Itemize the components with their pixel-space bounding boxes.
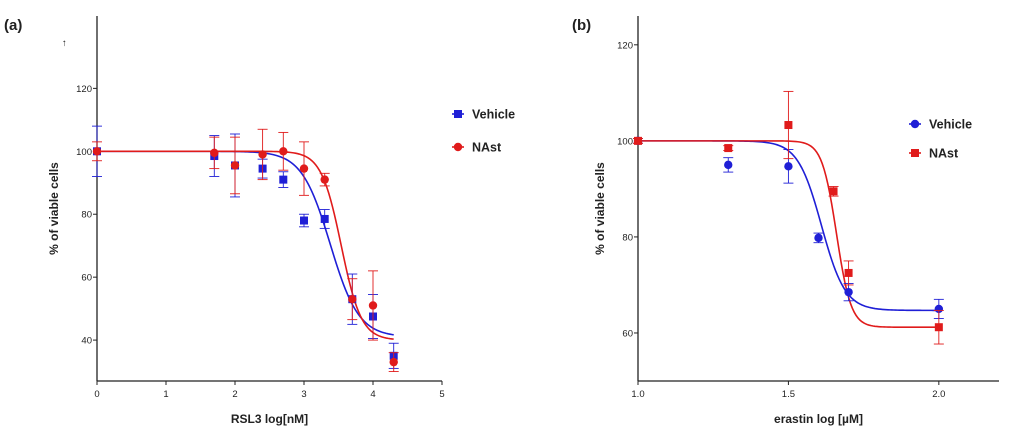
marker-circle — [348, 294, 357, 304]
marker-circle — [784, 162, 793, 171]
marker-square — [634, 136, 642, 145]
panel-b-data-points — [633, 90, 944, 345]
x-tick-label: 2.0 — [932, 389, 945, 400]
y-tick-label: 80 — [81, 210, 92, 221]
panel-a-label: (a) — [4, 17, 22, 34]
data-point-vehicle — [813, 232, 824, 244]
data-point-nast — [347, 278, 358, 321]
x-tick-label: 3 — [301, 389, 306, 400]
legend-label-vehicle: Vehicle — [472, 108, 515, 122]
marker-square — [724, 144, 733, 153]
data-point-vehicle — [278, 171, 289, 188]
legend-marker-square — [911, 149, 919, 157]
marker-circle — [320, 175, 329, 184]
data-point-vehicle — [319, 209, 330, 229]
data-point-nast — [92, 141, 102, 162]
legend-marker-circle — [910, 119, 920, 129]
marker-circle — [368, 301, 378, 310]
data-point-nast — [843, 260, 854, 286]
panel-a-fit-curves — [97, 150, 394, 340]
marker-square — [844, 268, 853, 277]
marker-circle — [844, 287, 853, 297]
panel-a-x-axis-label: RSL3 log[nM] — [231, 412, 308, 426]
data-point-nast — [933, 309, 944, 345]
data-point-nast — [319, 172, 330, 187]
marker-circle — [724, 160, 733, 170]
data-point-nast — [633, 136, 643, 145]
legend-label-nast: NAst — [929, 147, 959, 161]
marker-circle — [299, 164, 309, 173]
y-tick-label: 60 — [81, 273, 92, 284]
data-point-vehicle — [723, 157, 734, 173]
legend-item-nast: NAst — [909, 147, 959, 161]
marker-square — [300, 216, 308, 225]
marker-square — [320, 214, 329, 223]
data-point-nast — [278, 131, 289, 171]
marker-circle — [230, 161, 240, 170]
panel-b-x-axis-label: erastin log [µM] — [774, 412, 863, 426]
panel-b-legend: Vehicle NAst — [909, 118, 972, 161]
data-point-nast — [257, 128, 268, 181]
panel-a-legend: Vehicle NAst — [452, 108, 515, 155]
data-point-nast — [783, 90, 794, 160]
legend-item-vehicle: Vehicle — [909, 118, 972, 132]
x-tick-label: 5 — [439, 389, 444, 400]
panel-a-data-points — [92, 125, 399, 373]
legend-label-nast: NAst — [472, 141, 502, 155]
marker-circle — [389, 357, 398, 367]
marker-square — [934, 323, 943, 332]
x-tick-label: 1.5 — [782, 389, 795, 400]
y-tick-label: 40 — [81, 336, 92, 347]
legend-item-vehicle: Vehicle — [452, 108, 515, 122]
marker-circle — [92, 147, 102, 156]
panel-b-chart: (b) 60 80 100 120 1.0 1.5 2.0 erastin log [µM]… — [572, 16, 999, 426]
y-tick-label: 80 — [622, 232, 633, 243]
x-tick-label: 1.0 — [631, 389, 644, 400]
legend-label-vehicle: Vehicle — [929, 118, 972, 132]
stray-mark: ↑ — [62, 38, 67, 49]
y-tick-label: 120 — [76, 84, 92, 95]
y-tick-label: 120 — [617, 40, 633, 51]
marker-square — [279, 175, 288, 184]
data-point-nast — [299, 141, 309, 196]
y-tick-label: 100 — [76, 147, 92, 158]
marker-circle — [210, 148, 219, 158]
data-point-nast — [828, 186, 839, 197]
legend-marker-circle — [453, 142, 463, 152]
legend-marker-square — [454, 110, 462, 118]
legend-item-nast: NAst — [452, 141, 502, 155]
data-point-nast — [209, 136, 220, 170]
data-point-nast — [368, 270, 378, 341]
marker-circle — [258, 150, 267, 159]
marker-square — [784, 121, 793, 130]
fit-curve-vehicle — [97, 150, 394, 336]
panel-b-label: (b) — [572, 17, 591, 34]
data-point-nast — [230, 136, 240, 195]
data-point-nast — [388, 352, 399, 373]
marker-square — [829, 187, 838, 196]
marker-circle — [934, 304, 944, 314]
data-point-nast — [723, 144, 734, 153]
x-tick-label: 4 — [370, 389, 375, 400]
y-tick-label: 100 — [617, 136, 633, 147]
x-tick-label: 2 — [232, 389, 237, 400]
panel-b-y-axis-label: % of viable cells — [593, 162, 607, 255]
panel-a-y-axis-label: % of viable cells — [47, 162, 61, 255]
panel-b-axes: 60 80 100 120 1.0 1.5 2.0 — [617, 16, 999, 400]
data-point-vehicle — [299, 213, 309, 228]
x-tick-label: 1 — [163, 389, 168, 400]
panel-a-chart: (a) ↑ 40 60 80 100 120 0 1 2 3 4 5 RSL3 log[nM] % … — [4, 16, 515, 426]
marker-circle — [279, 147, 288, 156]
marker-circle — [814, 233, 823, 243]
x-tick-label: 0 — [94, 389, 99, 400]
fit-curve-nast — [97, 150, 394, 340]
panel-a-axes: 40 60 80 100 120 0 1 2 3 4 5 — [76, 16, 445, 400]
y-tick-label: 60 — [622, 328, 633, 339]
